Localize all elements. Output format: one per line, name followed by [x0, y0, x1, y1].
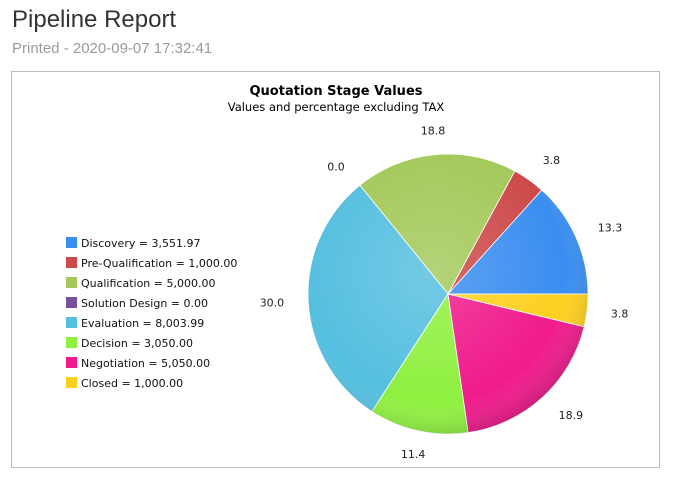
legend-label-negotiation[interactable]: Negotiation = 5,050.00 — [81, 357, 210, 370]
legend-label-decision[interactable]: Decision = 3,050.00 — [81, 337, 193, 350]
chart-legend: Discovery = 3,551.97 Pre-Qualification = … — [66, 237, 237, 390]
legend-swatch-closed — [66, 377, 77, 388]
pie-slices — [307, 153, 589, 435]
data-label-evaluation: 30.0 — [260, 297, 285, 310]
chart-panel: Quotation Stage Values Values and percen… — [11, 71, 660, 468]
pie-data-labels: 13.3 3.8 18.8 0.0 30.0 11.4 18.9 3.8 — [260, 125, 629, 462]
chart-title: Quotation Stage Values — [250, 84, 423, 99]
legend-swatch-evaluation — [66, 317, 77, 328]
legend-swatch-negotiation — [66, 357, 77, 368]
legend-label-closed[interactable]: Closed = 1,000.00 — [81, 377, 183, 390]
legend-label-solution-design[interactable]: Solution Design = 0.00 — [81, 297, 208, 310]
legend-swatch-solution-design — [66, 297, 77, 308]
data-label-qualification: 18.8 — [421, 125, 446, 138]
data-label-solution-design: 0.0 — [327, 161, 345, 174]
chart-subtitle: Values and percentage excluding TAX — [228, 100, 445, 114]
legend-label-pre-qualification[interactable]: Pre-Qualification = 1,000.00 — [81, 257, 237, 270]
legend-swatch-decision — [66, 337, 77, 348]
pie-chart: Quotation Stage Values Values and percen… — [66, 84, 629, 462]
legend-label-qualification[interactable]: Qualification = 5,000.00 — [81, 277, 215, 290]
data-label-pre-qualification: 3.8 — [543, 154, 561, 167]
data-label-discovery: 13.3 — [598, 221, 623, 234]
data-label-negotiation: 18.9 — [559, 409, 584, 422]
legend-swatch-qualification — [66, 277, 77, 288]
legend-label-evaluation[interactable]: Evaluation = 8,003.99 — [81, 317, 204, 330]
legend-swatch-pre-qualification — [66, 257, 77, 268]
legend-label-discovery[interactable]: Discovery = 3,551.97 — [81, 237, 201, 250]
legend-swatch-discovery — [66, 237, 77, 248]
printed-timestamp: Printed - 2020-09-07 17:32:41 — [12, 40, 213, 57]
data-label-decision: 11.4 — [401, 448, 426, 461]
page-title: Pipeline Report — [12, 6, 177, 33]
data-label-closed: 3.8 — [611, 307, 629, 320]
